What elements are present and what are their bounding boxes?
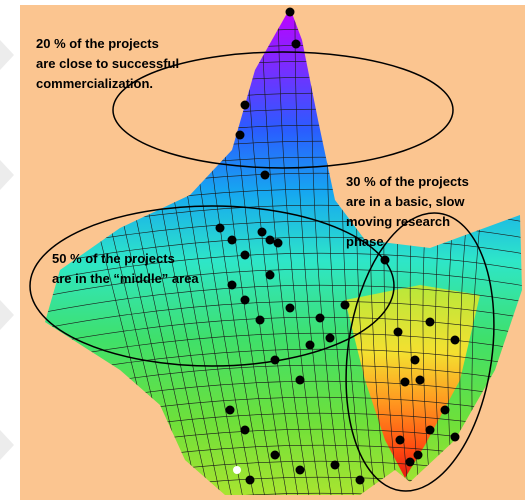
project-dots bbox=[215, 7, 460, 485]
mesh-line bbox=[260, 8, 310, 495]
mesh-line bbox=[45, 268, 522, 302]
dot bbox=[393, 327, 403, 337]
dot bbox=[273, 238, 283, 248]
mesh-line bbox=[294, 8, 333, 495]
dot bbox=[227, 280, 237, 290]
dot bbox=[295, 465, 305, 475]
dot bbox=[233, 466, 241, 474]
dot bbox=[260, 170, 270, 180]
dot bbox=[330, 460, 340, 470]
dot bbox=[305, 340, 315, 350]
annotation-line: commercialization. bbox=[36, 76, 153, 91]
mesh-line bbox=[45, 252, 522, 286]
dot bbox=[410, 355, 420, 365]
dot bbox=[450, 432, 460, 442]
dot bbox=[215, 223, 225, 233]
mesh-line bbox=[45, 300, 522, 334]
dot bbox=[240, 425, 250, 435]
annotation-line: moving research bbox=[346, 214, 450, 229]
dot bbox=[425, 317, 435, 327]
annotation-line: are in the “middle” area bbox=[52, 271, 199, 286]
annotation-line: are close to successful bbox=[36, 56, 179, 71]
dot bbox=[395, 435, 405, 445]
mesh-line bbox=[45, 316, 522, 350]
dot bbox=[340, 300, 350, 310]
dot bbox=[440, 405, 450, 415]
dot bbox=[415, 375, 425, 385]
dot bbox=[355, 475, 365, 485]
dot bbox=[291, 39, 301, 49]
annotation-line: are in a basic, slow bbox=[346, 194, 465, 209]
dot bbox=[257, 227, 267, 237]
ellipses bbox=[29, 51, 495, 492]
dot bbox=[270, 355, 280, 365]
dot bbox=[227, 235, 237, 245]
dot bbox=[285, 7, 295, 17]
mesh-line bbox=[45, 284, 522, 318]
dot bbox=[265, 270, 275, 280]
dot bbox=[235, 130, 245, 140]
dot bbox=[255, 315, 265, 325]
dot bbox=[225, 405, 235, 415]
annotations: 20 % of the projects are close to success… bbox=[36, 36, 469, 286]
dot bbox=[240, 100, 250, 110]
annotation-line: 30 % of the projects bbox=[346, 174, 469, 189]
dot bbox=[265, 235, 275, 245]
mesh-line bbox=[277, 8, 321, 495]
dot bbox=[425, 425, 435, 435]
dot bbox=[245, 475, 255, 485]
annotation-line: phase bbox=[346, 234, 384, 249]
mesh-line bbox=[45, 332, 522, 366]
dot bbox=[405, 457, 415, 467]
dot bbox=[285, 303, 295, 313]
dot bbox=[240, 295, 250, 305]
mesh-line bbox=[45, 236, 522, 270]
dot bbox=[413, 450, 423, 460]
mesh-line bbox=[45, 492, 522, 495]
dot bbox=[295, 375, 305, 385]
dot bbox=[400, 377, 410, 387]
dot bbox=[270, 450, 280, 460]
dot bbox=[315, 313, 325, 323]
annotation-line: 50 % of the projects bbox=[52, 251, 175, 266]
annotation-line: 20 % of the projects bbox=[36, 36, 159, 51]
dot bbox=[450, 335, 460, 345]
dot bbox=[240, 250, 250, 260]
dot bbox=[325, 333, 335, 343]
